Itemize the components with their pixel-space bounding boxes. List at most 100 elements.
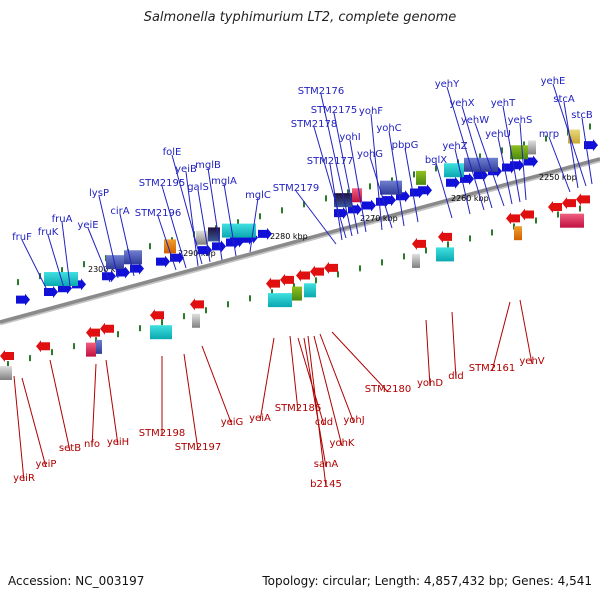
reverse-gene-arrow	[36, 340, 50, 353]
reverse-domain-box	[560, 213, 584, 228]
gene-label-stm2176: STM2176	[298, 86, 345, 97]
leader-line	[461, 105, 493, 209]
leader-line	[307, 335, 327, 488]
gene-label-yohj: yohJ	[343, 415, 364, 426]
kbp-tick-label: 2260 kbp	[451, 194, 489, 203]
leader-line	[61, 221, 71, 287]
forward-gene-arrow	[44, 286, 58, 299]
reverse-gene-arrow	[150, 309, 164, 322]
reverse-domain-box	[268, 293, 292, 308]
leader-line	[404, 147, 419, 223]
leader-line	[91, 363, 97, 448]
gene-label-yeih: yeiH	[107, 437, 129, 448]
reverse-domain-box	[436, 247, 454, 262]
reverse-gene-arrow	[576, 193, 590, 206]
leader-line	[119, 213, 135, 277]
leader-line	[223, 183, 237, 257]
reverse-gene-arrow	[296, 269, 310, 282]
gene-label-yohi: yohI	[339, 132, 360, 143]
gene-label-lysp: lysP	[89, 188, 109, 199]
forward-gene-arrow	[170, 251, 184, 264]
reverse-gene-arrow	[562, 197, 576, 210]
reverse-gene-arrow	[190, 298, 204, 311]
leader-line	[171, 154, 203, 265]
forward-gene-arrow	[446, 176, 460, 189]
reverse-gene-arrow	[506, 212, 520, 225]
leader-line	[21, 239, 49, 293]
leader-line	[331, 331, 389, 393]
forward-gene-arrow	[510, 159, 524, 172]
forward-gene-arrow	[212, 240, 226, 253]
gene-label-setb: setB	[59, 443, 81, 454]
leader-line	[425, 319, 431, 387]
forward-gene-arrow	[156, 255, 170, 268]
forward-gene-arrow	[116, 266, 130, 279]
gene-label-yehs: yehS	[508, 115, 533, 126]
leader-line	[47, 234, 65, 289]
reverse-domain-box	[150, 325, 172, 340]
reverse-gene-arrow	[266, 277, 280, 290]
leader-line	[49, 359, 71, 452]
forward-gene-arrow	[258, 227, 272, 240]
kbp-tick-label: 2250 kbp	[539, 173, 577, 182]
gene-label-yeie: yeiE	[77, 220, 98, 231]
leader-line	[207, 167, 223, 261]
gene-label-mglb: mglB	[195, 160, 221, 171]
leader-line	[435, 162, 453, 219]
accession-label: Accession: NC_003197	[8, 574, 145, 588]
gene-label-stm2198: STM2198	[139, 428, 186, 439]
leader-line	[313, 335, 343, 447]
gene-label-stm2186: STM2186	[275, 403, 322, 414]
gene-label-yehx: yehX	[449, 98, 474, 109]
leader-line	[320, 93, 353, 237]
forward-gene-arrow	[16, 293, 30, 306]
reverse-gene-arrow	[86, 326, 100, 339]
leader-line	[157, 215, 177, 271]
gene-label-stm2177: STM2177	[307, 156, 354, 167]
gene-label-fruk: fruK	[38, 227, 59, 238]
leader-line	[21, 377, 47, 468]
leader-line	[369, 156, 393, 229]
leader-line	[289, 335, 299, 412]
gene-label-bglx: bglX	[425, 155, 447, 166]
leader-line	[519, 299, 533, 365]
reverse-gene-arrow	[548, 200, 562, 213]
leader-line	[13, 375, 25, 482]
gene-label-stcb: stcB	[571, 110, 593, 121]
leader-line	[259, 337, 275, 422]
leader-line	[519, 122, 527, 201]
leader-line	[105, 359, 119, 446]
forward-domain-box	[334, 193, 352, 208]
gene-label-fole: folE	[163, 147, 182, 158]
forward-domain-box	[222, 223, 256, 238]
leader-line	[581, 117, 593, 185]
gene-label-gals: galS	[187, 182, 209, 193]
forward-gene-arrow	[362, 199, 376, 212]
reverse-gene-arrow	[280, 273, 294, 286]
leader-line	[446, 86, 485, 211]
leader-line	[249, 197, 259, 253]
leader-line	[161, 185, 187, 269]
leader-line	[388, 130, 405, 227]
leader-line	[183, 353, 199, 451]
forward-domain-box	[106, 255, 124, 270]
forward-domain-box	[510, 145, 528, 160]
gene-label-stm2180: STM2180	[365, 384, 412, 395]
forward-domain-box	[464, 157, 498, 172]
reverse-gene-arrow	[520, 208, 534, 221]
gene-label-mglc: mglC	[245, 190, 271, 201]
forward-gene-arrow	[418, 184, 432, 197]
gene-label-stm2195: STM2195	[139, 178, 186, 189]
forward-gene-arrow	[102, 270, 116, 283]
leader-line	[548, 136, 571, 193]
gene-label-yeia: yeiA	[249, 413, 271, 424]
gene-label-yeib: yeiB	[175, 164, 197, 175]
gene-label-cdd: cdd	[315, 417, 333, 428]
forward-domain-box	[208, 227, 220, 242]
leader-line	[303, 337, 327, 468]
gene-label-yehy: yehY	[435, 79, 460, 90]
forward-domain-box	[416, 170, 426, 185]
gene-label-nfo: nfo	[84, 439, 100, 450]
gene-label-yehu: yehU	[485, 129, 511, 140]
leader-line	[87, 227, 111, 283]
